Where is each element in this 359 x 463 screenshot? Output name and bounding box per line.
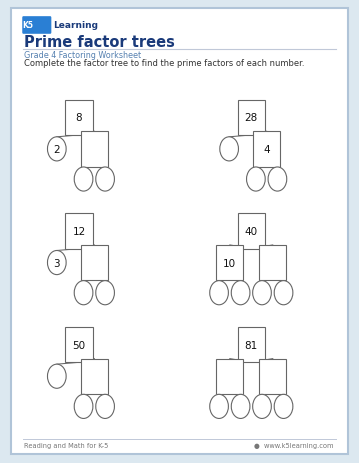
Text: Complete the factor tree to find the prime factors of each number.: Complete the factor tree to find the pri… xyxy=(24,59,305,68)
Text: 40: 40 xyxy=(245,226,258,237)
FancyBboxPatch shape xyxy=(253,132,280,167)
Circle shape xyxy=(247,168,265,192)
FancyBboxPatch shape xyxy=(65,214,93,249)
Circle shape xyxy=(74,168,93,192)
Circle shape xyxy=(96,281,115,305)
Circle shape xyxy=(96,168,115,192)
Circle shape xyxy=(220,138,238,162)
Circle shape xyxy=(268,168,287,192)
Text: 3: 3 xyxy=(53,258,60,268)
FancyBboxPatch shape xyxy=(238,327,265,363)
Text: K5: K5 xyxy=(22,21,33,30)
Circle shape xyxy=(74,394,93,419)
Circle shape xyxy=(253,281,271,305)
Circle shape xyxy=(231,394,250,419)
Text: ●  www.k5learning.com: ● www.k5learning.com xyxy=(255,443,334,448)
FancyBboxPatch shape xyxy=(11,9,348,454)
FancyBboxPatch shape xyxy=(65,327,93,363)
Text: Prime factor trees: Prime factor trees xyxy=(24,35,175,50)
Circle shape xyxy=(253,394,271,419)
Circle shape xyxy=(231,281,250,305)
Circle shape xyxy=(47,138,66,162)
Text: 4: 4 xyxy=(264,144,270,155)
Circle shape xyxy=(274,394,293,419)
Text: 2: 2 xyxy=(53,144,60,155)
FancyBboxPatch shape xyxy=(238,214,265,249)
FancyBboxPatch shape xyxy=(81,359,108,394)
FancyBboxPatch shape xyxy=(81,245,108,281)
Circle shape xyxy=(210,281,228,305)
Circle shape xyxy=(47,364,66,388)
Circle shape xyxy=(274,281,293,305)
Text: Grade 4 Factoring Worksheet: Grade 4 Factoring Worksheet xyxy=(24,51,141,60)
Text: 10: 10 xyxy=(223,258,236,268)
FancyBboxPatch shape xyxy=(65,100,93,136)
FancyBboxPatch shape xyxy=(216,245,243,281)
Circle shape xyxy=(47,251,66,275)
Text: 8: 8 xyxy=(76,113,82,123)
Text: 50: 50 xyxy=(73,340,85,350)
Text: 12: 12 xyxy=(73,226,85,237)
FancyBboxPatch shape xyxy=(22,17,51,35)
Circle shape xyxy=(96,394,115,419)
Text: Reading and Math for K-5: Reading and Math for K-5 xyxy=(24,443,109,448)
FancyBboxPatch shape xyxy=(238,100,265,136)
Circle shape xyxy=(74,281,93,305)
Text: 81: 81 xyxy=(245,340,258,350)
FancyBboxPatch shape xyxy=(259,245,286,281)
Circle shape xyxy=(210,394,228,419)
Text: Learning: Learning xyxy=(53,21,98,30)
Text: 28: 28 xyxy=(245,113,258,123)
FancyBboxPatch shape xyxy=(81,132,108,167)
FancyBboxPatch shape xyxy=(259,359,286,394)
FancyBboxPatch shape xyxy=(216,359,243,394)
